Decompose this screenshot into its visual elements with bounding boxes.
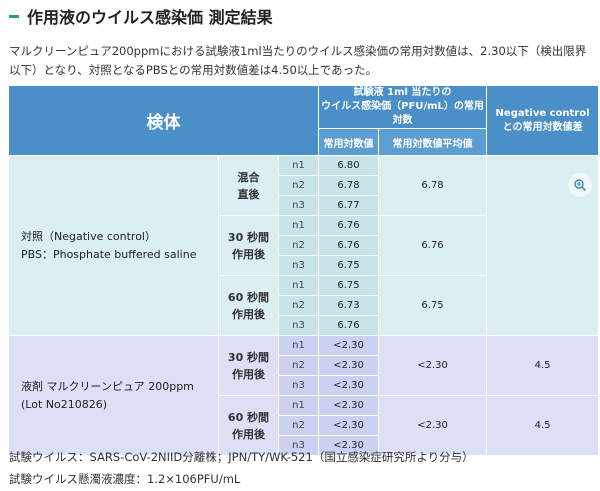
results-table: 検体 試験液 1ml 当たりの ウイルス感染価（PFU/mL）の常用対数 Neg… bbox=[7, 85, 600, 456]
table-row: n2 6.73 bbox=[9, 295, 599, 316]
header-log-group: 試験液 1ml 当たりの ウイルス感染価（PFU/mL）の常用対数 bbox=[318, 85, 488, 129]
test-specimen-label: 液剤 マルクリーンピュア 200ppm (Lot No210826) bbox=[8, 335, 219, 456]
replicate-id: n3 bbox=[277, 375, 320, 396]
log-value: 6.75 bbox=[318, 275, 380, 296]
log-value: 6.80 bbox=[318, 155, 380, 176]
section-title-text: 作用液のウイルス感染価 測定結果 bbox=[27, 8, 273, 27]
condition-line2: 作用後 bbox=[232, 367, 265, 381]
control-label-line1: 対照（Negative control） bbox=[21, 229, 156, 243]
replicate-id: n1 bbox=[277, 335, 320, 356]
log-value: 6.76 bbox=[318, 315, 380, 336]
log-average: 6.76 bbox=[378, 215, 488, 276]
header-specimen: 検体 bbox=[7, 85, 320, 156]
log-average: <2.30 bbox=[378, 335, 488, 396]
replicate-id: n2 bbox=[277, 355, 320, 376]
test-label-line2: (Lot No210826) bbox=[21, 397, 108, 411]
log-value: 6.76 bbox=[318, 215, 380, 236]
footer-notes: 試験ウイルス：SARS-CoV-2NIID分離株；JPN/TY/WK-521（国… bbox=[9, 446, 474, 490]
header-log-group-line2: ウイルス感染価（PFU/mL）の常用対数 bbox=[321, 101, 484, 126]
table-row: 30 秒間 作用後 n1 6.76 6.76 bbox=[9, 215, 599, 276]
condition-cell: 混合 直後 bbox=[218, 155, 279, 216]
footer-virus: 試験ウイルス：SARS-CoV-2NIID分離株；JPN/TY/WK-521（国… bbox=[9, 450, 474, 464]
footer-concentration: 試験ウイルス懸濁液濃度：1.2×106PFU/mL bbox=[9, 472, 241, 486]
header-log-value: 常用対数値 bbox=[318, 128, 380, 156]
replicate-id: n2 bbox=[277, 295, 320, 316]
control-specimen-label: 対照（Negative control） PBS：Phosphate buffer… bbox=[8, 155, 219, 336]
condition-line1: 30 秒間 bbox=[227, 230, 270, 244]
log-value: 6.75 bbox=[318, 255, 380, 276]
zoom-button[interactable] bbox=[568, 173, 592, 197]
condition-line2: 作用後 bbox=[232, 427, 265, 441]
header-log-group-line1: 試験液 1ml 当たりの bbox=[353, 87, 452, 98]
table-row: 対照（Negative control） PBS：Phosphate buffer… bbox=[8, 155, 600, 336]
log-average: 6.78 bbox=[378, 155, 488, 216]
table-row: n3 6.76 bbox=[9, 315, 599, 336]
condition-line1: 30 秒間 bbox=[227, 350, 270, 364]
table-row: 60 秒間 作用後 n1 <2.30 <2.30 4.5 bbox=[9, 395, 600, 456]
log-value: 6.73 bbox=[318, 295, 380, 316]
replicate-id: n1 bbox=[277, 155, 320, 176]
condition-line2: 作用後 bbox=[232, 247, 265, 261]
title-accent-bar bbox=[9, 14, 19, 18]
zoom-icon bbox=[574, 179, 587, 192]
negative-diff-value: 4.5 bbox=[486, 395, 600, 456]
results-table-wrapper: 検体 試験液 1ml 当たりの ウイルス感染価（PFU/mL）の常用対数 Neg… bbox=[7, 85, 600, 456]
header-neg-line1: Negative control bbox=[495, 107, 590, 119]
table-row: n2 6.78 bbox=[9, 175, 599, 196]
replicate-id: n1 bbox=[277, 275, 320, 296]
replicate-id: n1 bbox=[277, 215, 320, 236]
replicate-id: n1 bbox=[277, 395, 320, 416]
condition-cell: 30 秒間作用後 bbox=[218, 215, 279, 276]
replicate-id: n2 bbox=[277, 235, 320, 256]
replicate-id: n2 bbox=[277, 415, 320, 436]
table-row: n3 <2.30 bbox=[9, 435, 599, 456]
log-value: <2.30 bbox=[318, 395, 380, 416]
condition-cell: 60 秒間作用後 bbox=[218, 395, 279, 456]
log-value: <2.30 bbox=[318, 355, 380, 376]
log-value: 6.76 bbox=[318, 235, 380, 256]
header-negative-diff: Negative control との常用対数値差 bbox=[486, 85, 600, 156]
condition-line2: 作用後 bbox=[232, 307, 265, 321]
table-row: n3 <2.30 bbox=[9, 375, 599, 396]
section-title: 作用液のウイルス感染価 測定結果 bbox=[9, 2, 273, 30]
table-row: n2 6.76 bbox=[9, 235, 599, 256]
table-row: n3 6.77 bbox=[9, 195, 599, 216]
condition-cell: 60 秒間作用後 bbox=[218, 275, 279, 336]
condition-line2: 直後 bbox=[237, 187, 260, 201]
log-value: <2.30 bbox=[318, 435, 380, 456]
header-neg-line2: との常用対数値差 bbox=[502, 121, 583, 133]
replicate-id: n2 bbox=[277, 175, 320, 196]
table-row: 液剤 マルクリーンピュア 200ppm (Lot No210826) 30 秒間作用… bbox=[8, 335, 600, 456]
log-value: 6.77 bbox=[318, 195, 380, 216]
replicate-id: n3 bbox=[277, 255, 320, 276]
condition-line1: 60 秒間 bbox=[227, 290, 270, 304]
log-average: 6.75 bbox=[378, 275, 488, 336]
log-value: <2.30 bbox=[318, 375, 380, 396]
condition-line1: 混合 bbox=[237, 170, 260, 184]
replicate-id: n3 bbox=[277, 195, 320, 216]
log-value: <2.30 bbox=[318, 335, 380, 356]
log-average: <2.30 bbox=[378, 395, 488, 456]
control-label-line2: PBS：Phosphate buffered saline bbox=[21, 247, 197, 261]
log-value: 6.78 bbox=[318, 175, 380, 196]
condition-line1: 60 秒間 bbox=[227, 410, 270, 424]
intro-text: マルクリーンピュア200ppmにおける試験液1ml当たりのウイルス感染価の常用対… bbox=[9, 44, 587, 77]
replicate-id: n3 bbox=[277, 315, 320, 336]
log-value: <2.30 bbox=[318, 415, 380, 436]
condition-cell: 30 秒間作用後 bbox=[218, 335, 279, 396]
table-row: 60 秒間 作用後 n1 6.75 6.75 bbox=[9, 275, 599, 336]
header-log-average: 常用対数値平均値 bbox=[378, 128, 488, 156]
test-label-line1: 液剤 マルクリーンピュア 200ppm bbox=[21, 379, 194, 393]
negative-diff-value: 4.5 bbox=[486, 335, 600, 396]
replicate-id: n3 bbox=[277, 435, 320, 456]
